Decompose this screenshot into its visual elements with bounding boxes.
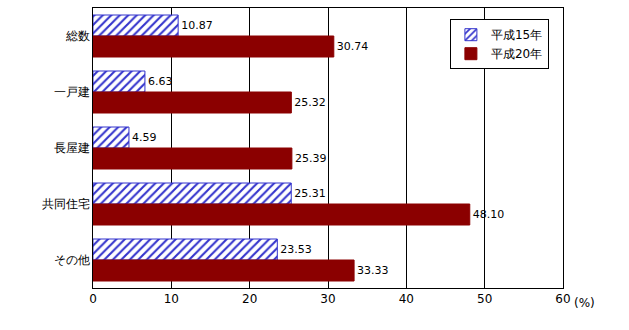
svg-text:30: 30 <box>320 292 335 306</box>
svg-text:40: 40 <box>399 292 414 306</box>
svg-text:長屋建: 長屋建 <box>54 141 90 155</box>
svg-text:48.10: 48.10 <box>473 208 505 221</box>
svg-text:25.31: 25.31 <box>294 187 326 200</box>
svg-text:50: 50 <box>477 292 492 306</box>
svg-text:その他: その他 <box>54 253 90 267</box>
svg-text:一戸建: 一戸建 <box>54 85 90 99</box>
svg-text:6.63: 6.63 <box>148 75 173 88</box>
svg-text:10.87: 10.87 <box>181 19 213 32</box>
svg-text:33.33: 33.33 <box>357 264 389 277</box>
svg-text:(%): (%) <box>574 296 595 310</box>
svg-text:平成20年: 平成20年 <box>491 47 542 61</box>
svg-text:23.53: 23.53 <box>280 243 312 256</box>
svg-text:25.39: 25.39 <box>295 152 327 165</box>
svg-text:総数: 総数 <box>65 29 90 43</box>
svg-text:25.32: 25.32 <box>294 96 326 109</box>
svg-text:60: 60 <box>555 292 570 306</box>
svg-text:20: 20 <box>242 292 257 306</box>
svg-text:4.59: 4.59 <box>132 131 157 144</box>
svg-text:共同住宅: 共同住宅 <box>42 197 90 211</box>
svg-text:10: 10 <box>164 292 179 306</box>
svg-text:30.74: 30.74 <box>337 40 369 53</box>
svg-text:0: 0 <box>89 292 97 306</box>
svg-text:平成15年: 平成15年 <box>491 28 542 42</box>
